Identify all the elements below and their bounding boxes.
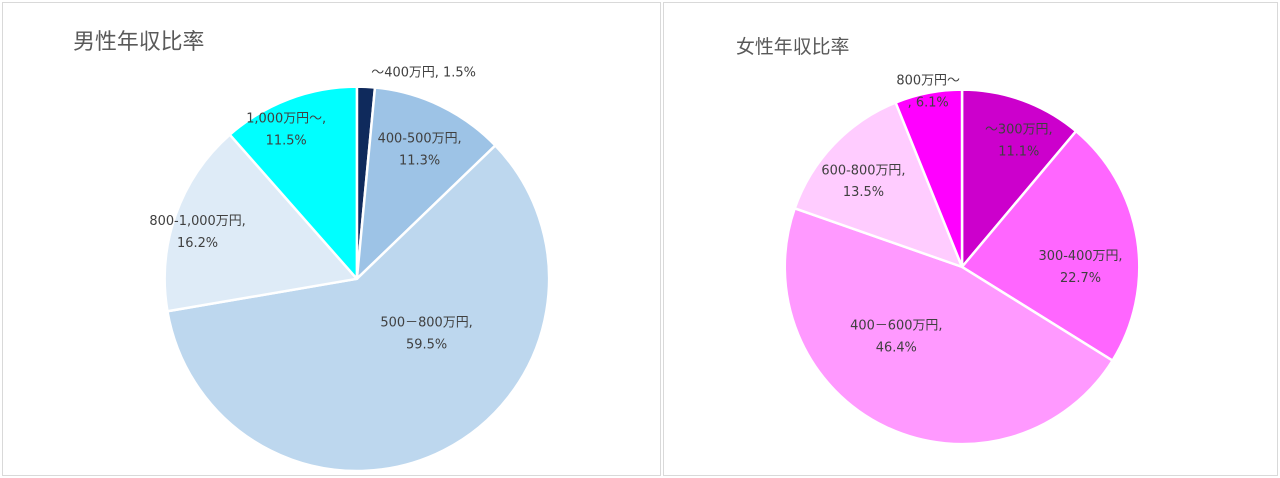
slice-data-label: ～300万円, 11.1% <box>985 122 1053 159</box>
pie-slice[interactable] <box>355 86 497 281</box>
pie-slice[interactable] <box>228 85 359 281</box>
pie-slice[interactable] <box>166 144 551 473</box>
pie-labels: ～400万円, 1.5% 400-500万円, 11.3% 500－800万円, 59.… <box>149 66 476 353</box>
pie-slice[interactable] <box>163 133 359 313</box>
female-income-chart-panel: 女性年収比率 ～300万円, 11.1% 300-400万円, 22.7% 400－60… <box>663 2 1278 476</box>
male-income-chart-panel: 男性年収比率 ～400万円, 1.5% 400-500万円, 11.3% 500－80… <box>2 2 661 476</box>
pie-labels: ～300万円, 11.1% 300-400万円, 22.7% 400－600万円, 46.… <box>821 74 1122 356</box>
pie-slice[interactable] <box>793 101 964 269</box>
female-income-pie-chart: 女性年収比率 ～300万円, 11.1% 300-400万円, 22.7% 400－60… <box>736 36 1141 446</box>
chart-title: 女性年収比率 <box>736 36 849 58</box>
pie-slice[interactable] <box>894 88 964 269</box>
slice-data-label: 400－600万円, 46.4% <box>850 319 942 356</box>
pie-slices <box>783 88 1141 446</box>
slice-data-label: ～400万円, 1.5% <box>371 66 476 81</box>
pie-slice[interactable] <box>960 129 1141 362</box>
male-income-pie-chart: 男性年収比率 ～400万円, 1.5% 400-500万円, 11.3% 500－80… <box>73 30 551 473</box>
chart-title: 男性年収比率 <box>73 30 204 55</box>
slice-data-label: 800-1,000万円, 16.2% <box>149 214 245 251</box>
pie-slices <box>163 85 551 473</box>
pie-slice[interactable] <box>783 207 1114 446</box>
slice-data-label: 500－800万円, 59.5% <box>380 316 472 353</box>
slice-data-label: 600-800万円, 13.5% <box>821 163 905 200</box>
slice-data-label: 1,000万円～, 11.5% <box>246 111 326 148</box>
slice-data-label: 800万円～, 6.1% <box>896 74 960 111</box>
pie-slice[interactable] <box>960 88 1078 269</box>
slice-data-label: 300-400万円, 22.7% <box>1039 249 1123 286</box>
slice-data-label: 400-500万円, 11.3% <box>378 131 462 168</box>
